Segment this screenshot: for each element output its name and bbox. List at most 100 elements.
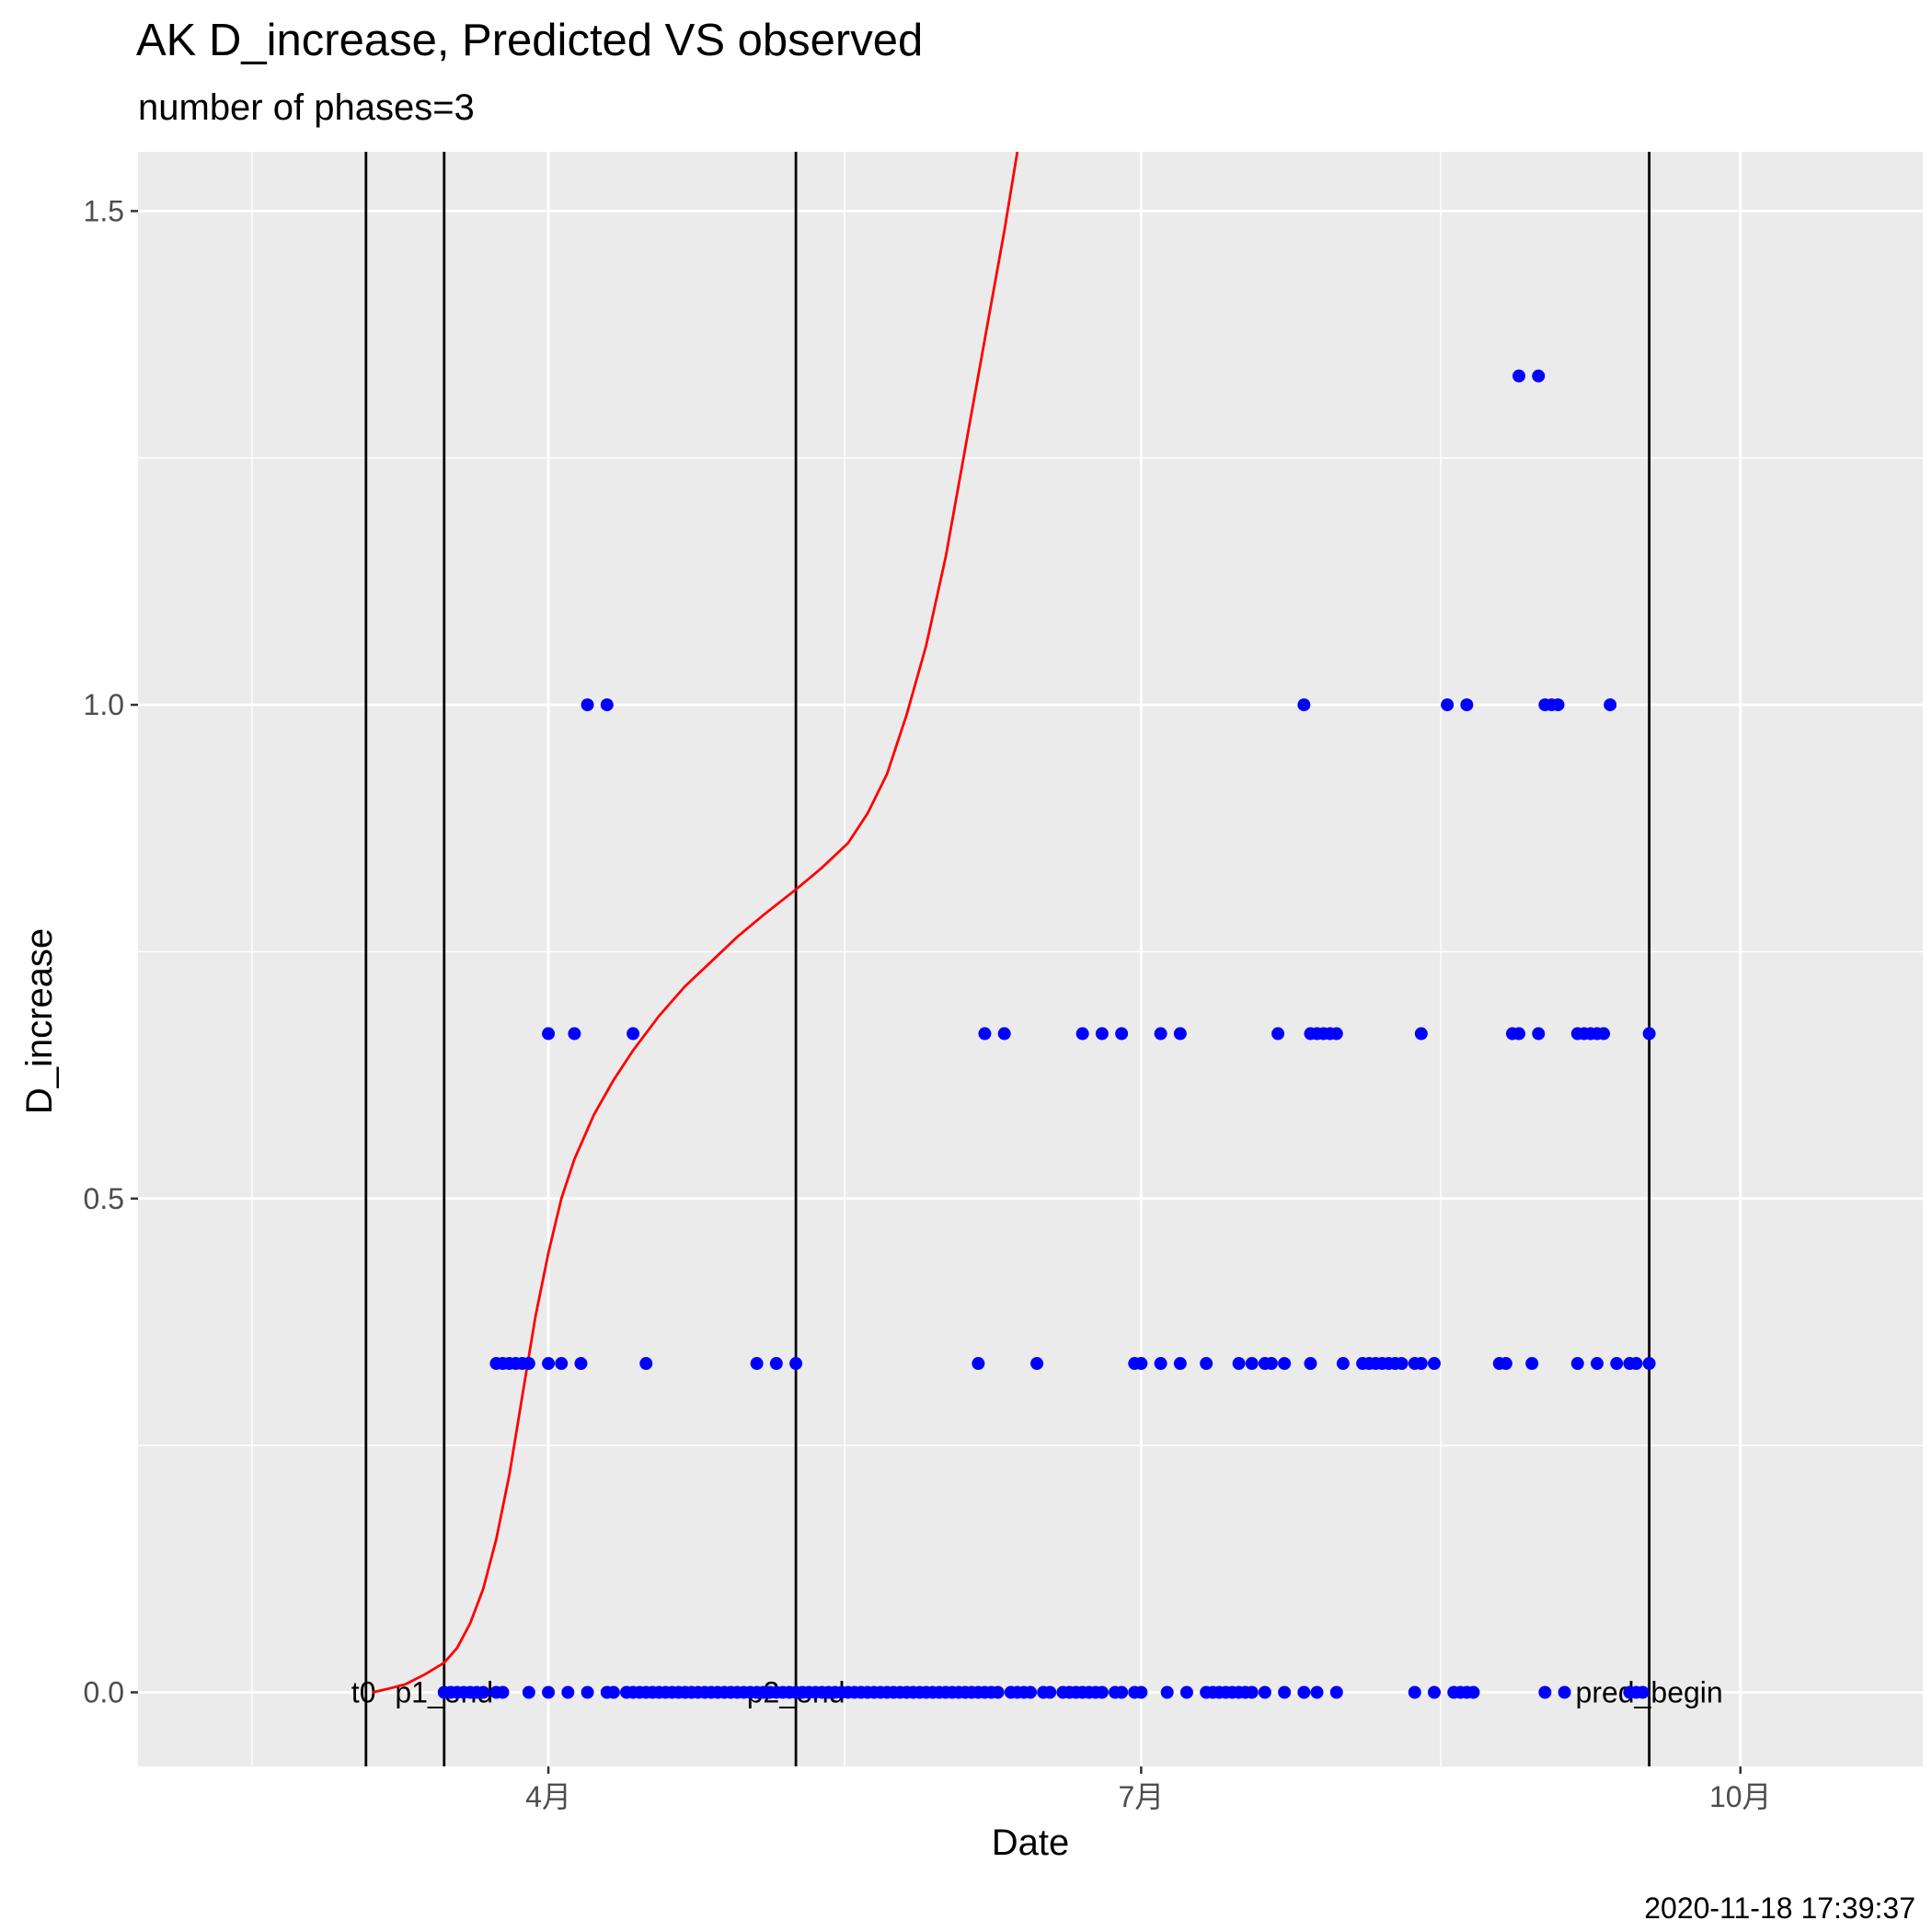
observed-point bbox=[574, 1357, 588, 1371]
observed-point bbox=[1558, 1685, 1571, 1699]
observed-point bbox=[1095, 1685, 1109, 1699]
observed-point bbox=[1278, 1357, 1292, 1371]
observed-point bbox=[1499, 1357, 1512, 1371]
observed-point bbox=[1304, 1357, 1317, 1371]
observed-point bbox=[1297, 698, 1311, 712]
observed-point bbox=[1525, 1357, 1539, 1371]
observed-point bbox=[542, 1027, 556, 1041]
observed-point bbox=[972, 1357, 985, 1371]
observed-point bbox=[1329, 1027, 1343, 1041]
x-axis-title: Date bbox=[992, 1823, 1070, 1863]
observed-point bbox=[581, 698, 594, 712]
observed-point bbox=[1466, 1685, 1480, 1699]
x-tick-label: 4月 bbox=[525, 1780, 571, 1813]
observed-point bbox=[1532, 1027, 1546, 1041]
observed-point bbox=[1414, 1027, 1428, 1041]
observed-point bbox=[769, 1357, 783, 1371]
observed-point bbox=[1179, 1685, 1193, 1699]
observed-point bbox=[1200, 1357, 1213, 1371]
observed-point bbox=[1258, 1685, 1271, 1699]
observed-point bbox=[1264, 1357, 1278, 1371]
observed-point bbox=[1030, 1357, 1044, 1371]
observed-point bbox=[496, 1685, 510, 1699]
observed-point bbox=[1134, 1357, 1148, 1371]
observed-point bbox=[1245, 1685, 1259, 1699]
observed-point bbox=[1610, 1357, 1624, 1371]
observed-point bbox=[639, 1357, 653, 1371]
observed-point bbox=[581, 1685, 594, 1699]
observed-point bbox=[1408, 1685, 1421, 1699]
observed-point bbox=[600, 698, 614, 712]
observed-point bbox=[627, 1027, 640, 1041]
observed-point bbox=[1173, 1027, 1187, 1041]
observed-point bbox=[522, 1357, 535, 1371]
observed-point bbox=[1629, 1357, 1643, 1371]
predicted-line bbox=[372, 152, 1019, 1694]
y-tick-label: 0.0 bbox=[84, 1675, 124, 1708]
observed-point bbox=[1173, 1357, 1187, 1371]
observed-point bbox=[1636, 1685, 1650, 1699]
observed-point bbox=[522, 1685, 535, 1699]
observed-series bbox=[437, 369, 1656, 1699]
observed-point bbox=[1297, 1685, 1311, 1699]
observed-point bbox=[1115, 1685, 1129, 1699]
observed-point bbox=[1570, 1357, 1584, 1371]
phase-line-label: pred_begin bbox=[1576, 1675, 1723, 1708]
observed-point bbox=[1512, 369, 1526, 383]
y-tick-label: 1.5 bbox=[84, 194, 124, 227]
observed-point bbox=[1271, 1027, 1285, 1041]
observed-point bbox=[555, 1357, 569, 1371]
observed-point bbox=[1642, 1357, 1656, 1371]
observed-point bbox=[606, 1685, 620, 1699]
observed-point bbox=[1512, 1027, 1526, 1041]
observed-point bbox=[542, 1357, 556, 1371]
plot-panel bbox=[138, 152, 1923, 1766]
observed-point bbox=[1590, 1357, 1604, 1371]
observed-point bbox=[561, 1685, 575, 1699]
chart-subtitle: number of phases=3 bbox=[138, 87, 475, 128]
observed-point bbox=[789, 1357, 803, 1371]
x-tick-label: 7月 bbox=[1118, 1780, 1164, 1813]
chart-title: AK D_increase, Predicted VS observed bbox=[136, 16, 923, 65]
observed-point bbox=[1460, 698, 1474, 712]
y-tick-label: 0.5 bbox=[84, 1182, 124, 1215]
observed-point bbox=[1414, 1357, 1428, 1371]
observed-point bbox=[477, 1685, 490, 1699]
observed-point bbox=[1095, 1027, 1109, 1041]
chart-caption: 2020-11-18 17:39:37 bbox=[1644, 1892, 1915, 1925]
observed-point bbox=[991, 1685, 1005, 1699]
observed-point bbox=[1395, 1357, 1409, 1371]
predicted-series bbox=[372, 152, 1019, 1694]
observed-point bbox=[1329, 1685, 1343, 1699]
observed-point bbox=[1597, 1027, 1611, 1041]
observed-point bbox=[1134, 1685, 1148, 1699]
panel-background bbox=[138, 152, 1923, 1766]
observed-point bbox=[1427, 1357, 1441, 1371]
observed-point bbox=[1160, 1685, 1174, 1699]
observed-point bbox=[1532, 369, 1546, 383]
observed-point bbox=[568, 1027, 581, 1041]
phase-line-label: t0 bbox=[351, 1675, 376, 1708]
observed-point bbox=[1336, 1357, 1350, 1371]
observed-point bbox=[997, 1027, 1011, 1041]
observed-point bbox=[1154, 1027, 1167, 1041]
y-tick-label: 1.0 bbox=[84, 688, 124, 721]
y-axis-title: D_increase bbox=[19, 928, 60, 1114]
observed-point bbox=[1642, 1027, 1656, 1041]
observed-point bbox=[1075, 1027, 1089, 1041]
y-axis: 0.0 0.5 1.0 1.5 bbox=[84, 194, 138, 1708]
observed-point bbox=[1154, 1357, 1167, 1371]
observed-point bbox=[978, 1027, 992, 1041]
x-tick-label: 10月 bbox=[1709, 1780, 1772, 1813]
observed-point bbox=[1232, 1357, 1246, 1371]
grid bbox=[138, 152, 1923, 1766]
observed-point bbox=[1024, 1685, 1037, 1699]
observed-point bbox=[1441, 698, 1455, 712]
observed-point bbox=[1043, 1685, 1057, 1699]
observed-point bbox=[1115, 1027, 1129, 1041]
observed-point bbox=[750, 1357, 764, 1371]
x-axis: 4月 7月 10月 bbox=[525, 1766, 1772, 1813]
observed-point bbox=[1427, 1685, 1441, 1699]
observed-point bbox=[542, 1685, 556, 1699]
